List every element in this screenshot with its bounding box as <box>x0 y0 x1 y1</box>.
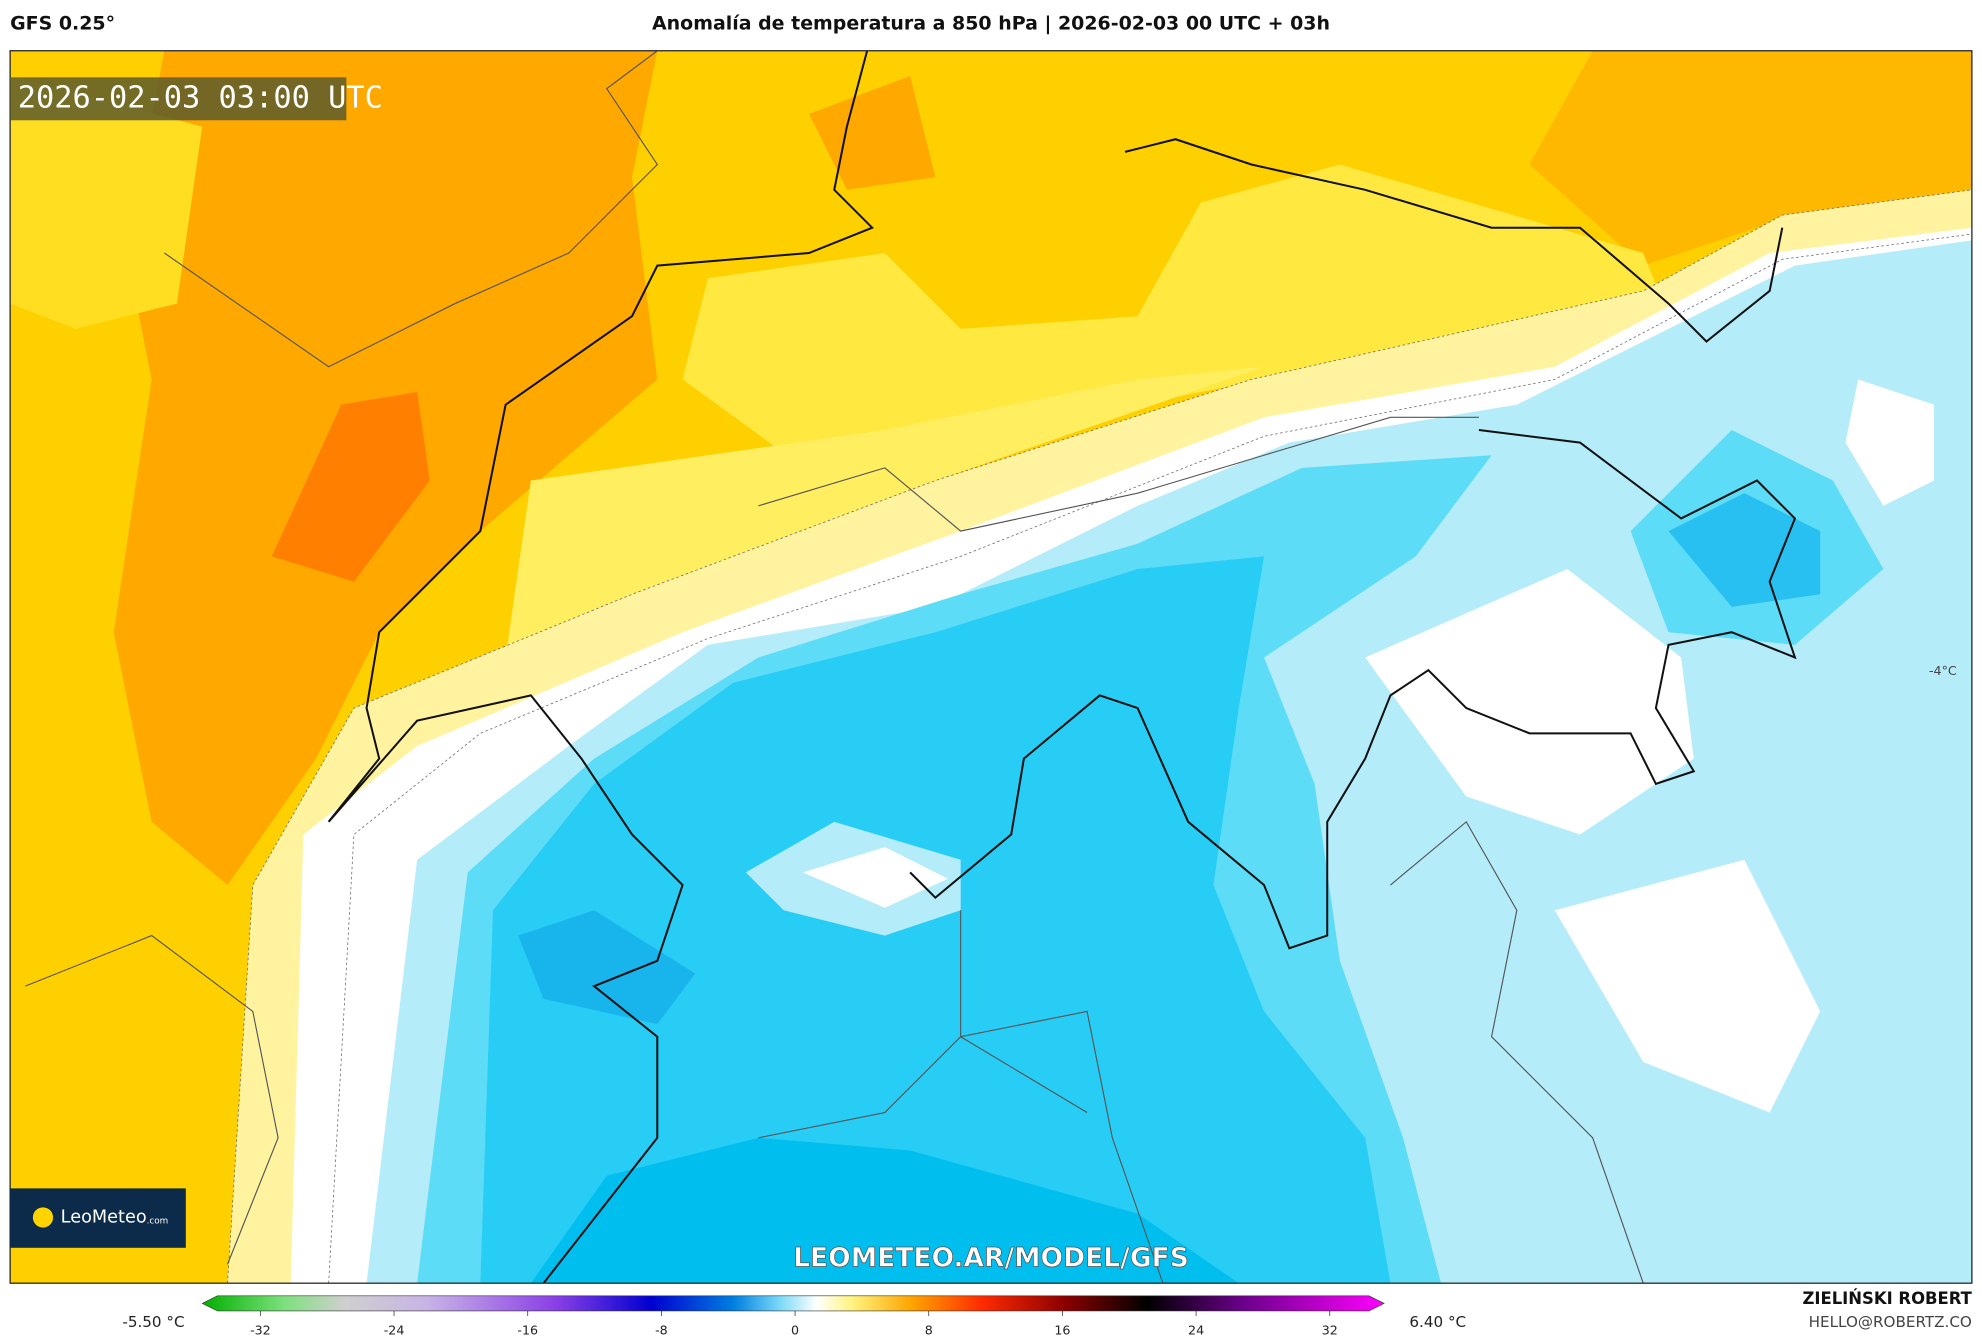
model-label: GFS 0.25° <box>10 13 115 35</box>
map <box>10 50 1972 1284</box>
map-frame <box>9 50 1973 1284</box>
logo-suffix: .com <box>147 1217 169 1227</box>
email: HELLO@ROBERTZ.CO <box>1809 1313 1972 1331</box>
contour-label: -4°C <box>1929 663 1957 678</box>
colorbar-tick-label: 16 <box>1054 1323 1070 1338</box>
colorbar-tick-label: 32 <box>1322 1323 1338 1338</box>
colorbar-tick-label: 0 <box>791 1323 799 1338</box>
colorbar-tick-label: 8 <box>925 1323 933 1338</box>
logo-sun <box>32 1207 54 1228</box>
colorbar-tick-label: -24 <box>384 1323 405 1338</box>
timestamp-box <box>10 77 347 121</box>
title: Anomalía de temperatura a 850 hPa | 2026… <box>652 13 1330 35</box>
colorbar-tick-label: -16 <box>517 1323 538 1338</box>
max-label: 6.40 °C <box>1409 1313 1466 1331</box>
author: ZIELIŃSKI ROBERT <box>1802 1289 1972 1308</box>
min-label: -5.50 °C <box>122 1313 184 1331</box>
colorbar-tick-label: -32 <box>250 1323 271 1338</box>
timestamp: 2026-02-03 03:00 UTC <box>18 80 383 115</box>
watermark: LEOMETEO.AR/MODEL/GFS <box>793 1243 1189 1274</box>
logo-name: LeoMeteo <box>61 1207 147 1227</box>
logo: LeoMeteo .com <box>10 1188 186 1248</box>
colorbar-bar <box>201 1295 1385 1312</box>
colorbar-tick-label: 24 <box>1188 1323 1204 1338</box>
colorbar: -5.50 °C 6.40 °C -32 -24 -16 -8 0 8 16 24 32 <box>122 1295 1466 1338</box>
colorbar-tick-label: -8 <box>655 1323 668 1338</box>
